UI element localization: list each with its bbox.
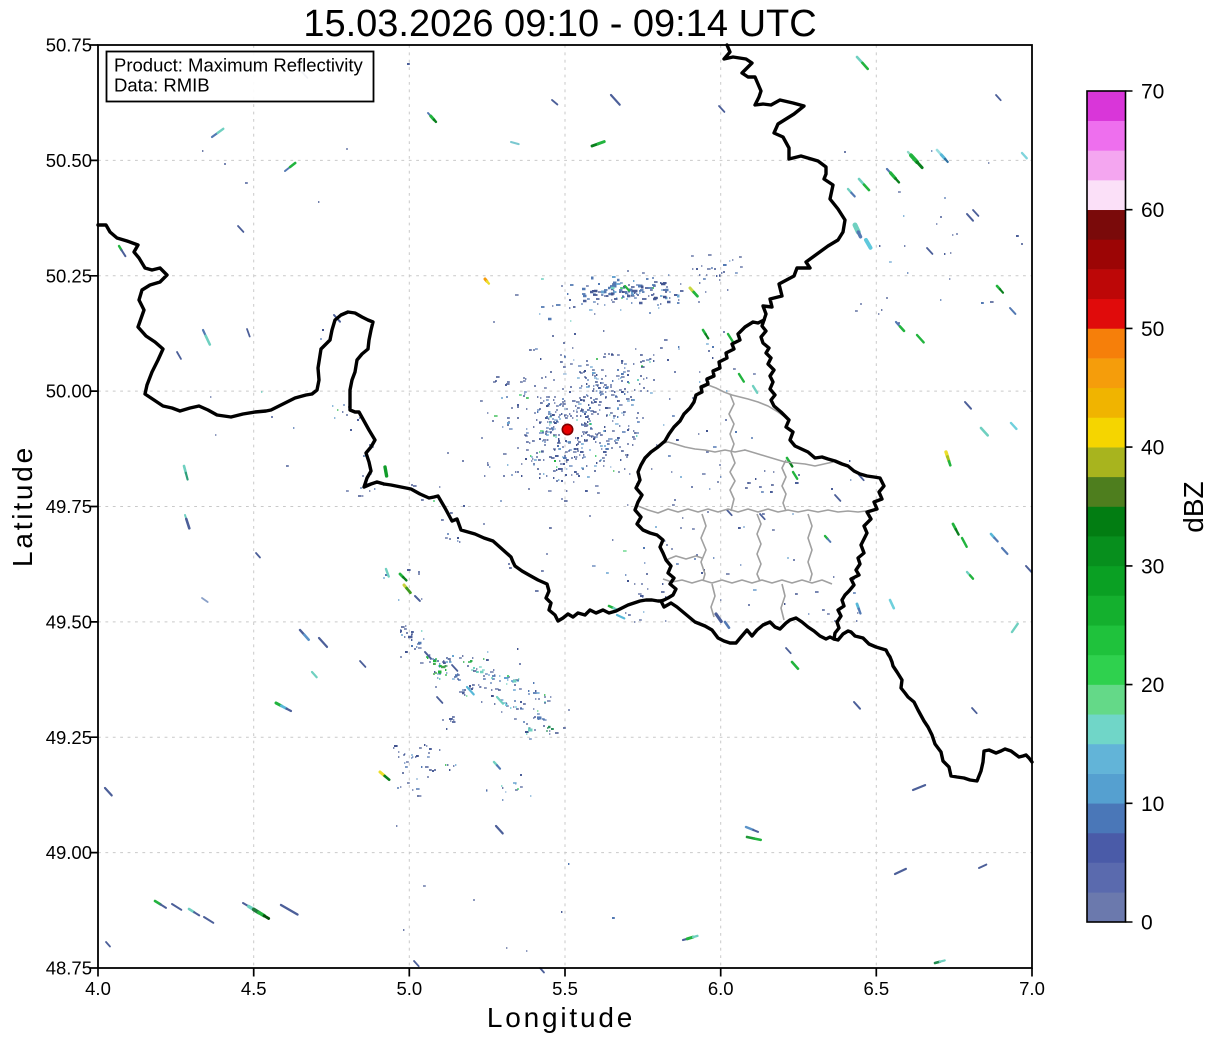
svg-text:49.00: 49.00 bbox=[46, 842, 92, 863]
svg-text:60: 60 bbox=[1141, 199, 1164, 222]
svg-text:10: 10 bbox=[1141, 793, 1164, 816]
svg-text:Longitude: Longitude bbox=[487, 1002, 635, 1033]
svg-text:40: 40 bbox=[1141, 437, 1164, 460]
svg-text:4.5: 4.5 bbox=[241, 978, 267, 999]
svg-text:30: 30 bbox=[1141, 555, 1164, 578]
svg-text:50: 50 bbox=[1141, 318, 1164, 341]
svg-text:5.5: 5.5 bbox=[552, 978, 578, 999]
svg-text:50.50: 50.50 bbox=[46, 150, 92, 171]
svg-text:Data: RMIB: Data: RMIB bbox=[114, 75, 210, 96]
svg-text:50.75: 50.75 bbox=[46, 35, 92, 56]
svg-text:70: 70 bbox=[1141, 81, 1164, 104]
svg-text:49.25: 49.25 bbox=[46, 727, 92, 748]
svg-text:49.50: 49.50 bbox=[46, 612, 92, 633]
svg-text:0: 0 bbox=[1141, 912, 1153, 935]
svg-text:50.00: 50.00 bbox=[46, 381, 92, 402]
svg-text:Product: Maximum Reflectivity: Product: Maximum Reflectivity bbox=[114, 55, 364, 76]
svg-text:4.0: 4.0 bbox=[85, 978, 111, 999]
svg-text:dBZ: dBZ bbox=[1178, 481, 1209, 532]
svg-text:Latitude: Latitude bbox=[7, 445, 38, 567]
svg-text:5.0: 5.0 bbox=[396, 978, 422, 999]
svg-text:15.03.2026 09:10 - 09:14 UTC: 15.03.2026 09:10 - 09:14 UTC bbox=[303, 3, 816, 45]
svg-text:49.75: 49.75 bbox=[46, 496, 92, 517]
svg-text:48.75: 48.75 bbox=[46, 958, 92, 979]
svg-text:7.0: 7.0 bbox=[1019, 978, 1045, 999]
svg-text:20: 20 bbox=[1141, 674, 1164, 697]
svg-text:50.25: 50.25 bbox=[46, 265, 92, 286]
svg-text:6.0: 6.0 bbox=[708, 978, 734, 999]
svg-text:6.5: 6.5 bbox=[863, 978, 889, 999]
